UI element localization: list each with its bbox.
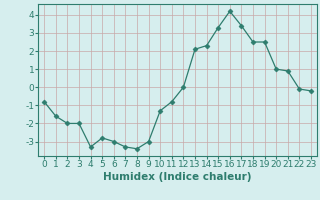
X-axis label: Humidex (Indice chaleur): Humidex (Indice chaleur) [103,172,252,182]
